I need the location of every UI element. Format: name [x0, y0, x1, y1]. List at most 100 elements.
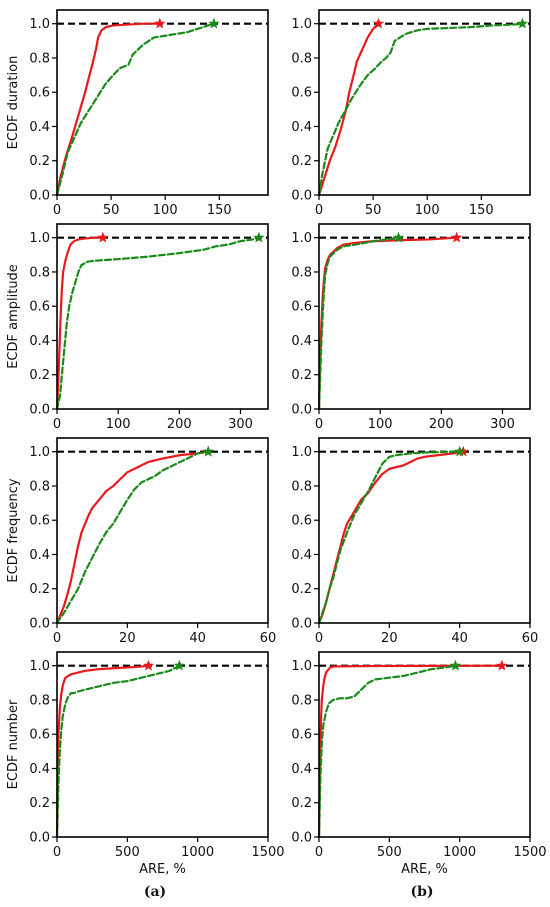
y-tick-label: 0.8 [291, 265, 312, 280]
x-tick-label: 50 [365, 203, 382, 218]
x-axis-label: ARE, % [401, 862, 448, 877]
star-marker-green [173, 659, 186, 671]
y-tick-label: 0.6 [291, 514, 312, 529]
y-tick-label: 1.0 [291, 231, 312, 246]
chart-panel-5: 0.0 0.2 0.4 0.6 0.8 1.0 0 20 40 60 [291, 437, 539, 646]
y-tick-label: 0.6 [29, 300, 50, 315]
star-marker-red [154, 17, 166, 29]
y-tick-label: 1.0 [29, 659, 50, 674]
star-marker-red [97, 231, 109, 243]
y-tick-label: 0.2 [29, 796, 50, 811]
ecdf-line-green [55, 664, 181, 839]
ecdf-line-red [55, 236, 104, 411]
y-tick-label: 0.8 [291, 51, 312, 66]
y-tick-label: 0.8 [29, 265, 50, 280]
chart-panel-3: 0.0 0.2 0.4 0.6 0.8 1.0 0 100 200 300 [291, 223, 531, 432]
y-tick-label: 0.2 [29, 368, 50, 383]
y-tick-label: 0.4 [29, 120, 50, 135]
y-tick-label: 0.0 [29, 831, 50, 846]
star-marker-green [253, 231, 265, 243]
star-marker-green [516, 17, 529, 29]
y-tick-label: 0.6 [29, 86, 50, 101]
y-tick-label: 0.0 [291, 189, 312, 204]
x-tick-label: 100 [153, 203, 178, 218]
x-tick-label: 100 [106, 417, 131, 432]
ecdf-line-red [55, 450, 210, 625]
y-tick-label: 0.4 [29, 548, 50, 563]
x-tick-label: 500 [377, 845, 402, 860]
y-tick-label: 0.4 [291, 334, 312, 349]
axes-frame [56, 9, 269, 196]
y-tick-label: 0.4 [29, 762, 50, 777]
y-tick-label: 1.0 [291, 445, 312, 460]
x-tick-label: 20 [381, 631, 398, 646]
y-tick-label: 0.8 [291, 479, 312, 494]
y-tick-label: 0.4 [291, 120, 312, 135]
ecdf-line-green [317, 450, 461, 625]
axes-frame [318, 437, 531, 624]
x-tick-label: 100 [415, 203, 440, 218]
x-tick-label: 50 [103, 203, 120, 218]
x-tick-label: 1500 [513, 845, 546, 860]
ecdf-line-red [55, 664, 150, 839]
x-tick-label: 1000 [443, 845, 476, 860]
star-marker-red [496, 659, 508, 671]
y-tick-label: 1.0 [29, 445, 50, 460]
y-tick-label: 0.0 [29, 403, 50, 418]
y-tick-label: 0.8 [29, 479, 50, 494]
y-tick-label: 0.0 [29, 189, 50, 204]
x-tick-label: 40 [189, 631, 206, 646]
y-axis-label: ECDF frequency [6, 478, 21, 582]
star-marker-green [208, 17, 220, 29]
y-tick-label: 0.2 [29, 582, 50, 597]
x-tick-label: 0 [315, 631, 323, 646]
axes-frame [318, 223, 531, 410]
y-axis-label: ECDF duration [6, 56, 21, 150]
axes-frame [56, 651, 269, 838]
y-tick-label: 1.0 [29, 17, 50, 32]
x-tick-label: 60 [260, 631, 277, 646]
ecdf-line-green [55, 22, 215, 197]
x-tick-label: 0 [53, 203, 61, 218]
y-tick-label: 0.0 [291, 831, 312, 846]
y-tick-label: 0.4 [291, 762, 312, 777]
panel-label-a: (a) [144, 884, 166, 900]
ecdf-line-green [317, 236, 400, 411]
x-tick-label: 60 [522, 631, 539, 646]
chart-panel-6: 0.0 0.2 0.4 0.6 0.8 1.0 0 500 1000 1500 ECDF numbe… [6, 651, 285, 877]
y-tick-label: 0.6 [29, 728, 50, 743]
x-tick-label: 0 [315, 845, 323, 860]
x-tick-label: 300 [228, 417, 253, 432]
y-tick-label: 0.4 [291, 548, 312, 563]
x-tick-label: 300 [490, 417, 515, 432]
star-marker-red [372, 17, 385, 29]
x-tick-label: 1500 [251, 845, 284, 860]
ecdf-line-red [317, 236, 458, 411]
x-tick-label: 150 [469, 203, 494, 218]
axes-frame [318, 651, 531, 838]
y-tick-label: 0.6 [29, 514, 50, 529]
y-tick-label: 0.8 [291, 693, 312, 708]
star-marker-red [450, 231, 463, 243]
y-tick-label: 0.4 [29, 334, 50, 349]
ecdf-line-red [55, 22, 161, 197]
x-tick-label: 500 [115, 845, 140, 860]
y-tick-label: 0.2 [291, 368, 312, 383]
x-tick-label: 0 [53, 631, 61, 646]
y-tick-label: 0.6 [291, 86, 312, 101]
y-tick-label: 1.0 [291, 659, 312, 674]
axes-frame [56, 223, 269, 410]
ecdf-line-green [317, 22, 524, 197]
y-axis-label: ECDF number [6, 699, 21, 789]
star-marker-red [142, 659, 155, 671]
y-tick-label: 0.6 [291, 300, 312, 315]
x-tick-label: 0 [53, 417, 61, 432]
x-tick-label: 200 [429, 417, 454, 432]
y-tick-label: 0.8 [29, 693, 50, 708]
star-marker-green [392, 231, 405, 243]
y-tick-label: 0.0 [29, 617, 50, 632]
ecdf-line-red [317, 664, 503, 839]
y-tick-label: 0.2 [291, 154, 312, 169]
